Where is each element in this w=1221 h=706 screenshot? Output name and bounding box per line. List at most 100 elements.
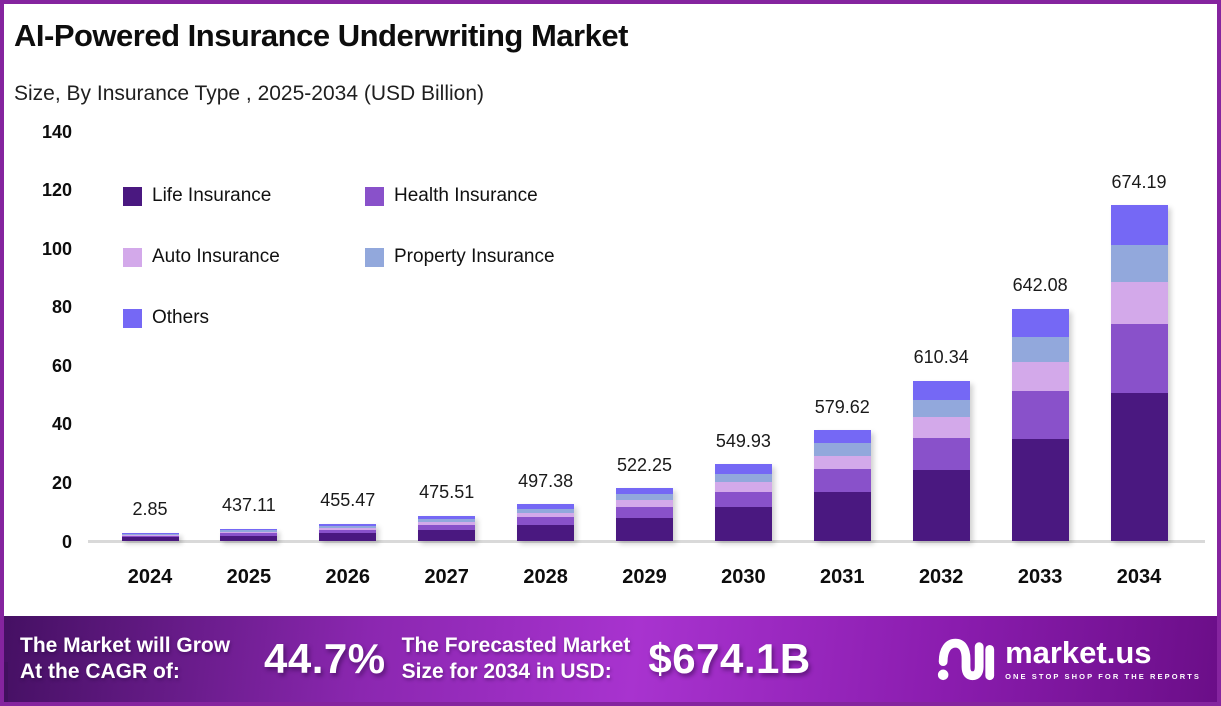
- y-axis-tick-label: 80: [51, 297, 72, 318]
- bar-segment-health-insurance: [912, 437, 970, 471]
- bar-segment-property-insurance: [616, 494, 673, 501]
- bar-segment-others: [319, 523, 377, 526]
- bar-segment-property-insurance: [714, 473, 772, 482]
- legend-item-life-insurance: Life Insurance: [123, 185, 365, 207]
- bar-segment-auto-insurance: [1110, 282, 1168, 325]
- bar-segment-property-insurance: [1110, 245, 1168, 283]
- market-us-logo-icon: [937, 638, 995, 681]
- bar-segment-life-insurance: [319, 533, 377, 541]
- stacked-bar-2027: [418, 515, 476, 541]
- bar-segment-health-insurance: [813, 469, 871, 493]
- legend-swatch-icon: [123, 186, 142, 206]
- cagr-label: The Market will Grow At the CAGR of:: [20, 633, 230, 686]
- brand-name: market.us: [1005, 635, 1152, 670]
- x-axis-tick-label: 2031: [820, 566, 865, 588]
- stacked-bar-2024: [121, 532, 179, 541]
- legend-label: Property Insurance: [394, 246, 555, 267]
- bar-segment-health-insurance: [418, 524, 476, 530]
- stacked-bar-2025: [220, 528, 278, 541]
- bar-segment-auto-insurance: [319, 527, 377, 530]
- bar-segment-property-insurance: [418, 518, 476, 522]
- bar-segment-others: [1110, 205, 1168, 246]
- bar-segment-property-insurance: [813, 443, 871, 456]
- x-axis-tick-label: 2026: [325, 566, 371, 588]
- cagr-value: 44.7%: [264, 635, 386, 682]
- bar-segment-health-insurance: [319, 529, 377, 534]
- banner-left-accent: [4, 662, 8, 702]
- y-axis-tick-label: 60: [51, 355, 72, 376]
- bar-segment-life-insurance: [714, 507, 772, 541]
- bar-segment-others: [813, 430, 871, 444]
- stacked-bar-2034: [1110, 205, 1168, 541]
- bar-segment-property-insurance: [121, 533, 179, 535]
- bar-segment-life-insurance: [121, 537, 179, 541]
- bar-segment-life-insurance: [220, 535, 278, 541]
- y-axis-tick-label: 140: [41, 121, 72, 142]
- forecast-label-line2: Size for 2034 in USD:: [401, 660, 612, 683]
- brand-logo: market.us ONE STOP SHOP FOR THE REPORTS: [937, 634, 1201, 684]
- legend-label: Auto Insurance: [152, 246, 280, 267]
- bar-segment-life-insurance: [616, 517, 673, 541]
- bar-segment-auto-insurance: [121, 534, 179, 536]
- bar-segment-auto-insurance: [418, 521, 476, 525]
- x-axis-tick-label: 2027: [424, 566, 469, 588]
- x-axis-tick-label: 2029: [622, 566, 667, 588]
- bar-total-label: 437.11: [222, 495, 276, 516]
- x-axis-tick-label: 2034: [1116, 566, 1162, 588]
- forecast-value: $674.1B: [648, 635, 811, 682]
- brand-tagline: ONE STOP SHOP FOR THE REPORTS: [1005, 672, 1201, 681]
- bar-segment-auto-insurance: [220, 531, 278, 534]
- bar-total-label: 579.62: [814, 396, 870, 417]
- bar-segment-life-insurance: [1110, 393, 1168, 541]
- legend-swatch-icon: [123, 308, 142, 328]
- bar-segment-health-insurance: [1011, 391, 1069, 439]
- stacked-bar-2030: [714, 464, 772, 541]
- stacked-bar-2033: [1011, 308, 1069, 541]
- legend-label: Others: [152, 307, 210, 328]
- bar-segment-auto-insurance: [714, 482, 772, 492]
- bar-segment-others: [220, 528, 278, 531]
- x-axis-tick-label: 2033: [1017, 566, 1063, 588]
- bar-segment-auto-insurance: [912, 417, 970, 438]
- chart-legend: Life Insurance Health Insurance Auto Insur…: [123, 185, 555, 329]
- bar-segment-health-insurance: [121, 535, 179, 538]
- bar-segment-property-insurance: [220, 530, 278, 532]
- bar-segment-property-insurance: [319, 525, 377, 528]
- bar-segment-health-insurance: [616, 506, 673, 518]
- bar-segment-life-insurance: [912, 470, 970, 541]
- stacked-bar-2028: [517, 504, 575, 541]
- stacked-bar-2032: [912, 380, 970, 541]
- chart-plot-area: 0 20 40 60 80 100 120 140 2.85 2024 437.11 2025 455.…: [4, 4, 1217, 702]
- y-axis-tick-label: 120: [41, 180, 72, 201]
- bar-total-label: 2.85: [132, 499, 168, 520]
- bar-segment-health-insurance: [517, 517, 575, 525]
- bar-segment-auto-insurance: [517, 512, 575, 518]
- forecast-label-line1: The Forecasted Market: [401, 633, 631, 657]
- legend-swatch-icon: [365, 247, 384, 267]
- bar-total-label: 674.19: [1111, 171, 1167, 192]
- bar-segment-others: [1011, 308, 1069, 337]
- legend-item-others: Others: [123, 307, 365, 329]
- bar-segment-life-insurance: [517, 524, 575, 541]
- bar-segment-others: [616, 488, 673, 495]
- bar-segment-others: [517, 504, 575, 509]
- y-axis-tick-label: 20: [51, 472, 72, 493]
- x-axis-tick-label: 2032: [918, 566, 964, 588]
- bar-segment-others: [912, 380, 970, 400]
- cagr-label-line1: The Market will Grow: [20, 633, 231, 657]
- bar-segment-life-insurance: [813, 492, 871, 541]
- stacked-bar-2026: [319, 523, 377, 542]
- bar-total-label: 497.38: [518, 470, 574, 491]
- legend-label: Life Insurance: [152, 185, 272, 206]
- bar-total-label: 522.25: [616, 454, 673, 475]
- legend-item-property-insurance: Property Insurance: [365, 246, 555, 268]
- bar-total-label: 455.47: [320, 490, 376, 510]
- cagr-label-line2: At the CAGR of:: [20, 660, 180, 683]
- x-axis-tick-label: 2025: [226, 566, 272, 588]
- page-title: AI-Powered Insurance Underwriting Market: [14, 18, 628, 53]
- bar-total-label: 549.93: [715, 430, 771, 451]
- stacked-bar-2031: [813, 430, 871, 541]
- bar-total-label: 475.51: [419, 482, 475, 503]
- bar-segment-others: [418, 515, 476, 519]
